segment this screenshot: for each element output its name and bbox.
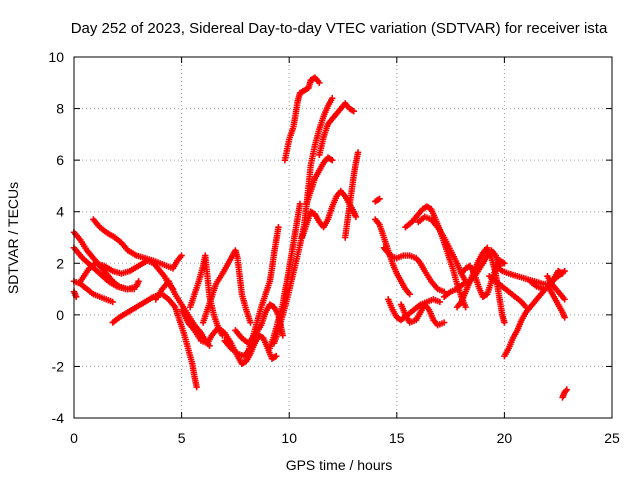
series-track-23 xyxy=(380,244,448,295)
data-point xyxy=(247,319,254,326)
series-track-25 xyxy=(397,301,448,329)
data-point xyxy=(193,383,200,391)
data-point xyxy=(350,107,357,115)
y-tick-label: 4 xyxy=(56,204,64,220)
data-point xyxy=(296,200,304,208)
y-tick-label: 2 xyxy=(56,255,64,271)
y-tick-label: -4 xyxy=(52,410,65,426)
data-point xyxy=(329,95,336,102)
series-track-18 xyxy=(316,100,357,159)
data-point xyxy=(329,156,336,164)
data-point xyxy=(501,260,508,267)
y-tick-label: 0 xyxy=(56,307,64,323)
x-tick-label: 0 xyxy=(70,430,78,446)
data-point xyxy=(561,314,568,321)
x-tick-label: 15 xyxy=(389,430,405,446)
data-point xyxy=(275,223,282,231)
data-point xyxy=(440,319,448,326)
data-point xyxy=(406,291,413,298)
data-point xyxy=(354,149,362,156)
x-tick-label: 20 xyxy=(497,430,513,446)
x-tick-label: 10 xyxy=(281,430,297,446)
data-point xyxy=(462,303,469,311)
series-track-35 xyxy=(544,272,568,303)
series-track-36 xyxy=(546,285,568,321)
x-tick-label: 25 xyxy=(604,430,620,446)
data-point xyxy=(563,386,571,393)
data-points xyxy=(70,74,571,401)
series-track-5 xyxy=(90,216,185,272)
axis-ticks: 0 5 10 15 20 25 -4 -2 0 2 4 6 8 10 xyxy=(48,49,620,446)
series-track-29 xyxy=(453,244,508,326)
series-track-17 xyxy=(298,187,360,241)
series-track-30 xyxy=(458,257,508,301)
plot-frame xyxy=(73,56,613,419)
data-point xyxy=(178,252,185,259)
data-point xyxy=(109,298,116,306)
series-track-19 xyxy=(303,154,336,208)
y-axis-label: SDTVAR / TECUs xyxy=(5,182,21,294)
y-tick-label: -2 xyxy=(52,358,65,374)
x-tick-label: 5 xyxy=(178,430,186,446)
series-track-13 xyxy=(232,301,286,347)
y-tick-label: 8 xyxy=(56,101,64,117)
data-point xyxy=(273,352,280,360)
series-track-31 xyxy=(486,272,530,311)
data-point xyxy=(376,195,383,203)
data-point xyxy=(219,332,226,339)
series-track-21 xyxy=(372,195,383,205)
x-axis-label: GPS time / hours xyxy=(286,457,393,473)
data-point xyxy=(316,79,323,86)
series-track-10 xyxy=(187,252,226,339)
series-track-12 xyxy=(221,223,282,360)
data-point xyxy=(436,298,444,306)
y-tick-label: 10 xyxy=(48,49,64,65)
data-point xyxy=(352,213,360,221)
series-track-6 xyxy=(77,257,177,293)
data-point xyxy=(559,270,566,277)
data-point xyxy=(135,278,142,285)
data-point xyxy=(279,332,286,339)
series-track-16 xyxy=(281,74,323,164)
series-track-20 xyxy=(341,149,362,241)
series-track-37 xyxy=(559,386,571,401)
series-track-27 xyxy=(415,213,469,285)
y-tick-label: 6 xyxy=(56,152,64,168)
series-track-11 xyxy=(199,247,254,326)
series-track-2 xyxy=(70,244,138,293)
data-point xyxy=(501,319,508,326)
data-point xyxy=(562,387,569,395)
data-point xyxy=(131,285,138,293)
chart-title: Day 252 of 2023, Sidereal Day-to-day VTE… xyxy=(71,20,608,37)
data-point xyxy=(561,296,568,303)
